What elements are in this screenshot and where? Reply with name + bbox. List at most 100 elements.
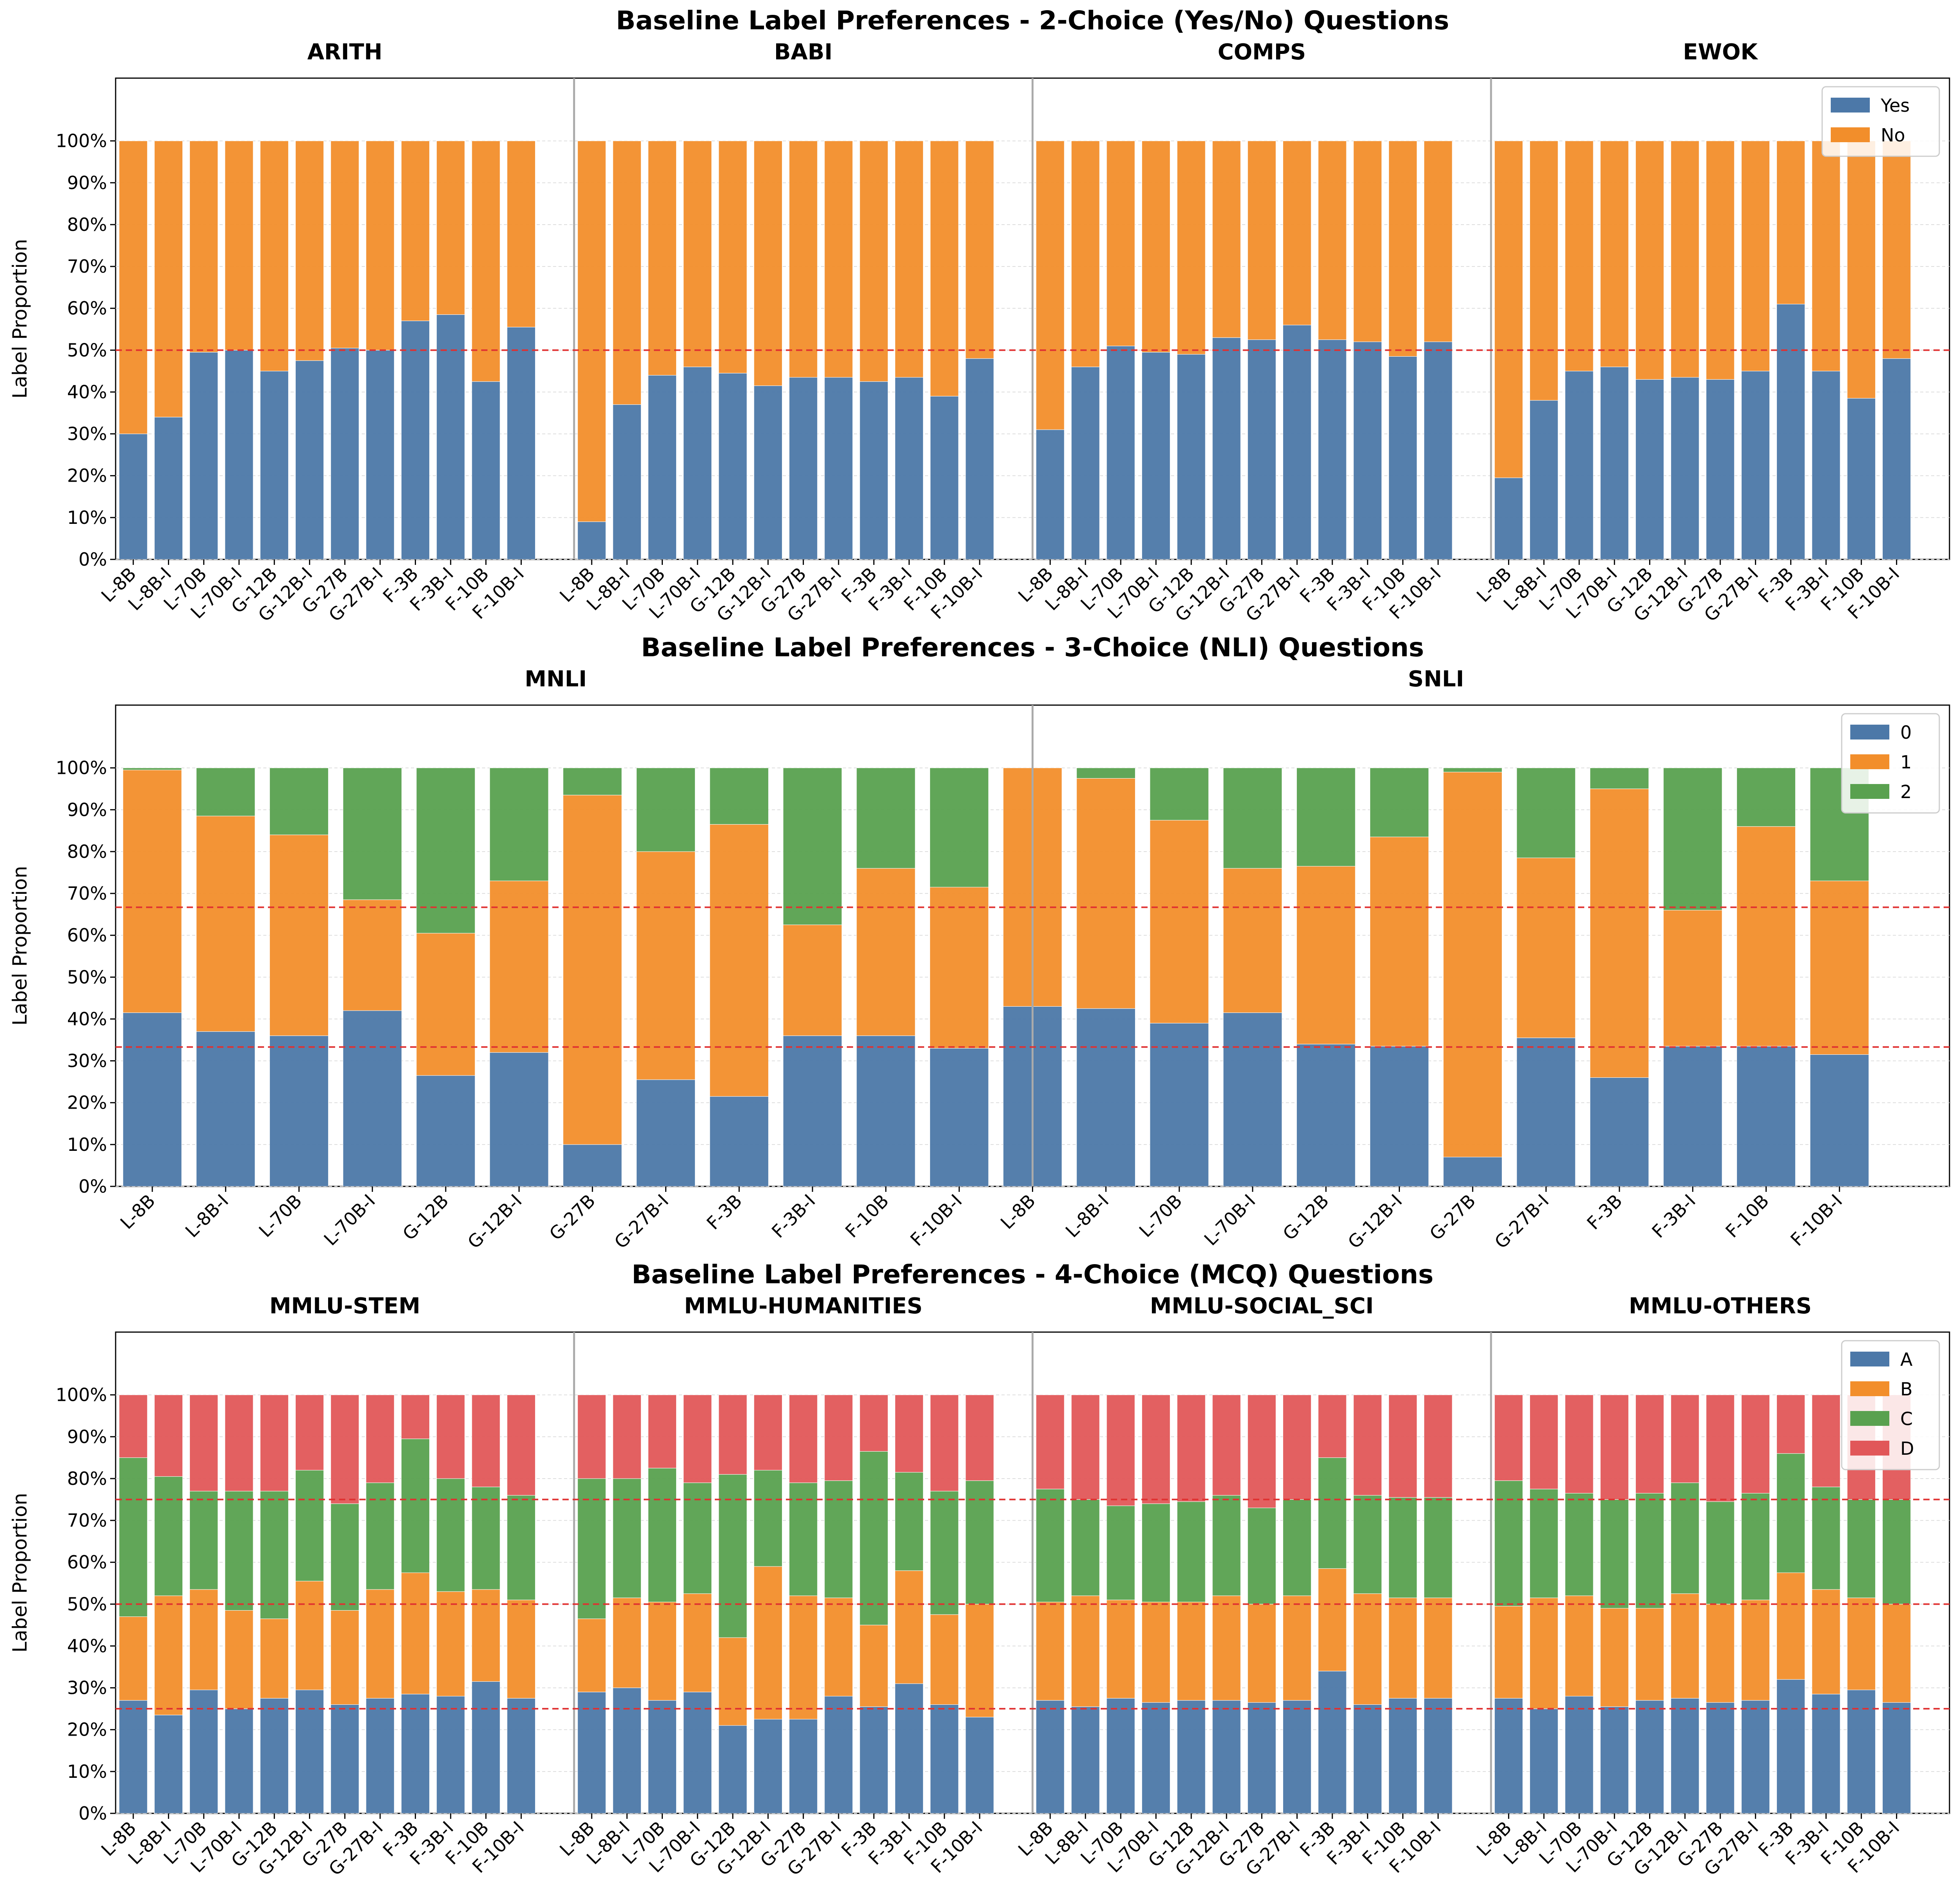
bar-arith-f-3b-i-yes bbox=[436, 314, 465, 560]
bar-mmlu-humanities-g-27b-d bbox=[789, 1395, 818, 1483]
y-tick-label: 70% bbox=[67, 1510, 107, 1531]
bar-mnli-g-12b-i-0 bbox=[489, 1052, 549, 1187]
bar-mmlu-humanities-l-8b-i-a bbox=[612, 1688, 641, 1814]
bar-babi-l-8b-i-yes bbox=[612, 404, 641, 560]
bar-arith-g-12b-no bbox=[260, 141, 289, 372]
bar-ewok-g-27b-no bbox=[1706, 141, 1735, 380]
bar-mmlu-stem-f-10b-b bbox=[471, 1589, 500, 1682]
bar-babi-l-8b-no bbox=[577, 141, 606, 522]
bar-mmlu-humanities-f-10b-i-b bbox=[965, 1604, 994, 1718]
x-tick-label: G-12B bbox=[1279, 1190, 1333, 1245]
bar-mnli-f-10b-i-0 bbox=[930, 1048, 989, 1187]
bar-mmlu-others-g-27b-i-a bbox=[1741, 1700, 1770, 1814]
bar-mmlu-others-f-10b-i-a bbox=[1882, 1702, 1911, 1814]
bar-mmlu-humanities-g-12b-i-c bbox=[753, 1470, 782, 1567]
bar-mmlu-social_sci-f-10b-c bbox=[1388, 1497, 1417, 1598]
bar-mmlu-others-l-8b-i-a bbox=[1530, 1708, 1558, 1814]
bar-ewok-f-3b-yes bbox=[1776, 304, 1805, 560]
bar-mmlu-social_sci-g-27b-i-a bbox=[1283, 1700, 1312, 1814]
bar-mmlu-stem-f-3b-i-b bbox=[436, 1591, 465, 1697]
x-tick-label: L-8B-I bbox=[1061, 1190, 1113, 1242]
bar-mmlu-social_sci-g-27b-a bbox=[1247, 1702, 1276, 1814]
y-tick-label: 10% bbox=[67, 507, 107, 528]
bar-mmlu-social_sci-l-70b-i-d bbox=[1141, 1395, 1171, 1504]
y-tick-label: 20% bbox=[67, 1092, 107, 1113]
bar-mmlu-others-g-12b-a bbox=[1635, 1700, 1664, 1814]
bar-mmlu-stem-f-3b-c bbox=[401, 1438, 430, 1573]
bar-mmlu-humanities-f-10b-i-d bbox=[965, 1395, 994, 1481]
x-tick-label: L-8B bbox=[116, 1190, 159, 1233]
y-tick-label: 100% bbox=[55, 130, 107, 152]
bar-mmlu-humanities-f-10b-i-a bbox=[965, 1717, 994, 1814]
legend-label: C bbox=[1900, 1408, 1913, 1429]
y-tick-label: 0% bbox=[79, 549, 107, 570]
bar-arith-f-3b-i-no bbox=[436, 141, 465, 315]
y-tick-label: 100% bbox=[55, 757, 107, 779]
bar-mmlu-humanities-f-10b-b bbox=[930, 1614, 959, 1705]
bar-arith-l-8b-yes bbox=[119, 434, 148, 560]
bar-mmlu-others-l-8b-i-b bbox=[1530, 1597, 1558, 1709]
bar-snli-g-12b-i-1 bbox=[1369, 836, 1429, 1047]
bar-snli-f-10b-i-1 bbox=[1810, 881, 1869, 1055]
bar-mmlu-humanities-f-10b-c bbox=[930, 1491, 959, 1615]
bar-mmlu-humanities-f-10b-a bbox=[930, 1704, 959, 1814]
y-axis-label: Label Proportion bbox=[9, 1493, 31, 1653]
group-title: BABI bbox=[774, 39, 833, 65]
x-tick-label: G-12B-I bbox=[464, 1190, 526, 1253]
bar-mnli-g-27b-1 bbox=[563, 795, 622, 1145]
bar-mmlu-humanities-g-27b-i-b bbox=[824, 1597, 853, 1697]
bar-mmlu-stem-l-8b-a bbox=[119, 1700, 148, 1814]
bar-mmlu-others-g-12b-d bbox=[1635, 1395, 1664, 1493]
bar-mmlu-social_sci-l-8b-b bbox=[1036, 1602, 1065, 1701]
bar-mmlu-social_sci-g-27b-i-c bbox=[1283, 1499, 1312, 1596]
bar-mmlu-social_sci-f-3b-i-a bbox=[1353, 1704, 1382, 1814]
bar-mmlu-others-l-70b-i-d bbox=[1600, 1395, 1629, 1500]
y-tick-label: 80% bbox=[67, 214, 107, 235]
bar-babi-g-12b-i-no bbox=[753, 141, 782, 386]
x-tick-label: L-70B-I bbox=[320, 1190, 380, 1250]
bar-mmlu-humanities-l-8b-a bbox=[577, 1691, 606, 1814]
bar-snli-f-3b-i-0 bbox=[1663, 1046, 1723, 1187]
bar-mmlu-stem-g-12b-a bbox=[260, 1698, 289, 1814]
bar-mmlu-stem-g-12b-i-c bbox=[295, 1470, 324, 1581]
bar-babi-l-70b-i-no bbox=[683, 141, 712, 367]
y-tick-label: 50% bbox=[67, 339, 107, 361]
bar-mmlu-stem-g-12b-i-d bbox=[295, 1395, 324, 1471]
bar-comps-g-27b-i-yes bbox=[1283, 325, 1312, 560]
bar-ewok-l-70b-i-no bbox=[1600, 141, 1629, 367]
bar-mmlu-others-l-8b-i-c bbox=[1530, 1489, 1558, 1598]
bar-mmlu-stem-f-10b-d bbox=[471, 1395, 500, 1487]
bar-mnli-g-27b-i-2 bbox=[636, 768, 696, 852]
bar-snli-g-27b-0 bbox=[1443, 1157, 1502, 1187]
y-tick-label: 80% bbox=[67, 841, 107, 862]
bar-mmlu-humanities-g-27b-b bbox=[789, 1595, 818, 1720]
bar-mmlu-stem-l-70b-b bbox=[189, 1589, 218, 1690]
bar-ewok-l-8b-no bbox=[1494, 141, 1523, 478]
bar-mmlu-social_sci-l-70b-a bbox=[1106, 1698, 1135, 1814]
y-tick-label: 50% bbox=[67, 966, 107, 988]
y-tick-label: 100% bbox=[55, 1384, 107, 1406]
bar-snli-g-12b-i-0 bbox=[1369, 1046, 1429, 1187]
bar-mmlu-stem-l-70b-i-c bbox=[225, 1491, 253, 1611]
bar-mmlu-others-f-3b-b bbox=[1776, 1572, 1805, 1680]
bar-mmlu-social_sci-f-3b-a bbox=[1318, 1671, 1347, 1814]
y-tick-label: 0% bbox=[79, 1176, 107, 1197]
bar-mmlu-social_sci-f-3b-i-d bbox=[1353, 1395, 1382, 1496]
bar-ewok-f-10b-i-no bbox=[1882, 141, 1911, 359]
bar-ewok-g-12b-i-no bbox=[1671, 141, 1700, 378]
bar-mmlu-stem-l-70b-i-d bbox=[225, 1395, 253, 1491]
bar-mnli-f-3b-0 bbox=[709, 1096, 769, 1187]
x-tick-label: G-27B bbox=[545, 1190, 600, 1245]
x-tick-label: G-27B-I bbox=[1491, 1190, 1553, 1253]
bar-mnli-f-10b-2 bbox=[856, 768, 916, 869]
bar-mnli-l-70b-0 bbox=[269, 1035, 329, 1187]
bar-arith-l-70b-i-yes bbox=[225, 350, 253, 560]
bar-snli-l-70b-i-1 bbox=[1223, 868, 1282, 1013]
x-tick-label: L-8B bbox=[996, 1190, 1039, 1233]
bar-mmlu-stem-l-8b-b bbox=[119, 1616, 148, 1701]
bar-snli-l-70b-2 bbox=[1150, 768, 1209, 821]
bar-comps-f-10b-no bbox=[1388, 141, 1417, 357]
bar-mmlu-social_sci-f-10b-i-a bbox=[1424, 1698, 1453, 1814]
bar-snli-f-10b-i-0 bbox=[1810, 1054, 1869, 1187]
bar-mmlu-humanities-f-3b-a bbox=[859, 1706, 888, 1814]
